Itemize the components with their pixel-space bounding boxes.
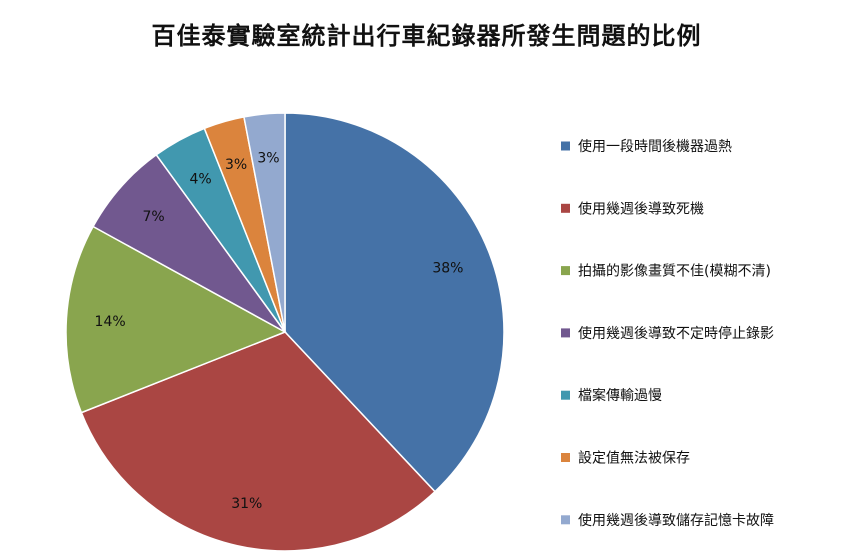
legend-label: 使用幾週後導致死機 <box>578 200 704 217</box>
legend-swatch <box>561 453 570 462</box>
legend-swatch <box>561 204 570 213</box>
legend-label: 使用幾週後導致不定時停止錄影 <box>578 325 774 342</box>
legend-swatch <box>561 142 570 151</box>
legend-swatch <box>561 328 570 337</box>
slice-data-label: 3% <box>225 157 247 173</box>
slice-data-label: 3% <box>257 151 279 167</box>
slice-data-label: 4% <box>189 172 211 188</box>
legend-label: 檔案傳輸過慢 <box>578 387 662 404</box>
legend-swatch <box>561 515 570 524</box>
legend-swatch <box>561 391 570 400</box>
legend-label: 使用一段時間後機器過熱 <box>578 138 732 155</box>
legend-label: 拍攝的影像畫質不佳(模糊不清) <box>578 264 771 280</box>
legend-label: 使用幾週後導致儲存記憶卡故障 <box>578 512 774 529</box>
slice-data-label: 31% <box>231 496 262 512</box>
slice-data-label: 14% <box>95 314 126 330</box>
slice-data-label: 7% <box>142 209 164 225</box>
legend-label: 設定值無法被保存 <box>578 451 690 467</box>
slice-data-label: 38% <box>432 261 463 277</box>
legend-swatch <box>561 266 570 275</box>
